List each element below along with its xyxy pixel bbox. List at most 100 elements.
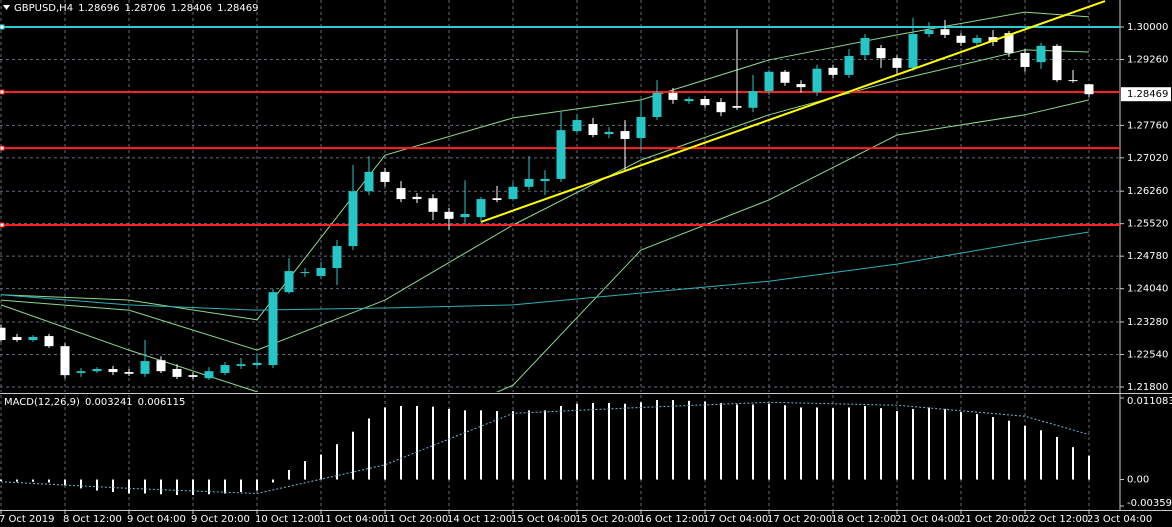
- symbol-menu-icon[interactable]: [3, 5, 10, 10]
- candle-body: [460, 214, 470, 218]
- y-tick-label: 1.24040: [1127, 284, 1168, 295]
- last-close: 1.28469: [217, 3, 258, 14]
- candle-body: [524, 178, 534, 187]
- macd-bar: [832, 408, 834, 480]
- macd-bar: [928, 407, 930, 480]
- x-tick-label: 21 Oct 04:00: [895, 514, 960, 525]
- macd-bar: [400, 405, 402, 480]
- macd-bar: [80, 479, 82, 489]
- indicator-line: [0, 11, 1090, 321]
- candle-body: [92, 368, 102, 372]
- macd-bar: [128, 479, 130, 494]
- candle-body: [332, 246, 342, 269]
- macd-bar: [1056, 436, 1058, 480]
- candle-body: [668, 92, 678, 100]
- macd-bar: [688, 400, 690, 480]
- macd-bar: [416, 405, 418, 480]
- candle-body: [124, 372, 134, 374]
- macd-bar: [1088, 455, 1090, 480]
- candle-body: [284, 271, 294, 293]
- candle-body: [588, 124, 598, 135]
- macd-bar: [96, 479, 98, 491]
- symbol: GBPUSD,H4: [14, 3, 73, 14]
- candle-body: [252, 362, 262, 366]
- macd-bar: [224, 479, 226, 494]
- current-price-box: [1121, 87, 1171, 102]
- last-high: 1.28706: [124, 3, 165, 14]
- level-handle: [0, 222, 5, 228]
- candle-body: [540, 178, 550, 182]
- candle-body: [44, 336, 54, 347]
- level-handle: [0, 24, 5, 30]
- macd-bar: [992, 417, 994, 480]
- x-tick-label: 10 Oct 12:00: [255, 514, 320, 525]
- y-tick-label: -0.003597: [1127, 498, 1172, 509]
- y-tick-label: 1.27760: [1127, 120, 1168, 131]
- trend-line: [480, 0, 1106, 223]
- macd-bar: [304, 461, 306, 480]
- x-tick-label: 8 Oct 12:00: [63, 514, 122, 525]
- macd-bar: [576, 403, 578, 480]
- indicator-line: [0, 49, 1090, 351]
- macd-bar: [720, 403, 722, 480]
- x-tick-label: 7 Oct 2019: [0, 514, 54, 525]
- y-tick-label: 0.00: [1127, 475, 1149, 486]
- candle-body: [380, 171, 390, 182]
- candle-body: [636, 116, 646, 139]
- candle-body: [700, 98, 710, 106]
- macd-bar: [512, 411, 514, 480]
- y-tick-label: 1.21800: [1127, 382, 1168, 393]
- macd-bar: [848, 407, 850, 480]
- x-tick-label: 11 Oct 04:00: [319, 514, 384, 525]
- candle-body: [876, 48, 886, 59]
- macd-bar: [912, 408, 914, 480]
- candle-body: [76, 371, 86, 373]
- macd-bar: [960, 411, 962, 480]
- level-handle: [0, 145, 5, 151]
- candle-body: [1052, 45, 1062, 81]
- candle-body: [508, 186, 518, 200]
- macd-bar: [768, 403, 770, 480]
- macd-header: MACD(12,26,9) 0.003241 0.006115: [4, 397, 185, 408]
- macd-bar: [560, 405, 562, 480]
- macd-bar: [784, 405, 786, 480]
- x-tick-label: 15 Oct 20:00: [575, 514, 640, 525]
- candle-body: [812, 68, 822, 92]
- indicator-line: [0, 231, 1090, 311]
- macd-bar: [192, 479, 194, 495]
- macd-bar: [256, 479, 258, 491]
- macd-bar: [592, 403, 594, 480]
- candle-body: [156, 360, 166, 372]
- macd-bar: [496, 411, 498, 480]
- macd-title: MACD(12,26,9): [4, 397, 80, 408]
- candle-body: [556, 130, 566, 179]
- x-tick-label: 22 Oct 12:00: [1023, 514, 1088, 525]
- macd-bar: [272, 479, 274, 483]
- candle-body: [348, 191, 358, 247]
- candle-body: [1068, 80, 1078, 82]
- candle-body: [108, 368, 118, 373]
- candle-body: [828, 67, 838, 75]
- candle-body: [476, 199, 486, 218]
- macd-bar: [112, 479, 114, 493]
- level-handle: [0, 89, 5, 95]
- x-tick-label: 15 Oct 04:00: [511, 514, 576, 525]
- candle-body: [764, 71, 774, 92]
- x-tick-label: 14 Oct 12:00: [447, 514, 512, 525]
- macd-bar: [736, 404, 738, 480]
- x-tick-label: 9 Oct 04:00: [127, 514, 186, 525]
- macd-bar: [448, 408, 450, 480]
- candle-body: [236, 364, 246, 366]
- macd-bar: [1008, 420, 1010, 480]
- indicator-line: [0, 99, 1090, 392]
- y-tick-label: 1.22540: [1127, 350, 1168, 361]
- candle-body: [780, 71, 790, 83]
- macd-bar: [640, 402, 642, 480]
- candle-body: [412, 196, 422, 200]
- macd-bar: [544, 410, 546, 480]
- y-tick-label: 1.29260: [1127, 54, 1168, 65]
- candle-body: [844, 55, 854, 75]
- x-tick-label: 18 Oct 12:00: [831, 514, 896, 525]
